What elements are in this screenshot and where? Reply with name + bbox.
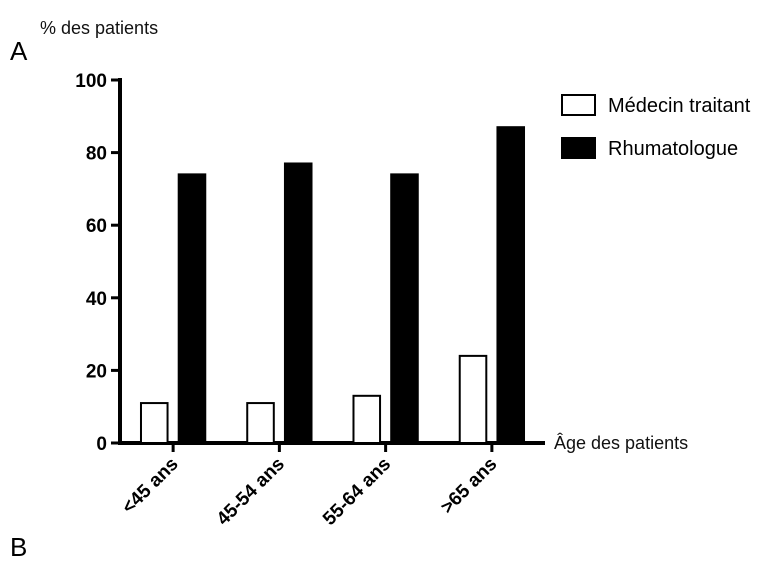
x-axis-title: Âge des patients: [554, 433, 688, 453]
x-tick-label: 55-64 ans: [319, 454, 395, 530]
bar-rhumatologue-1: [177, 173, 207, 444]
panel-letter-a: A: [10, 36, 28, 66]
y-tick-label: 60: [86, 216, 107, 237]
y-tick-label: 100: [75, 71, 107, 92]
bar-rhumatologue-2: [283, 162, 313, 445]
x-tick-label: 45-54 ans: [213, 454, 289, 530]
legend-swatch-medecin-traitant: [561, 94, 596, 116]
bars: [139, 126, 526, 445]
y-axis-ticks: 0 20 40 60 80 100: [75, 71, 120, 455]
bar-medecin-traitant-2: [246, 402, 275, 445]
legend-label-rhumatologue: Rhumatologue: [608, 138, 738, 160]
y-tick-label: 0: [96, 434, 107, 455]
x-axis-ticks: <45 ans 45-54 ans 55-64 ans >65 ans: [118, 443, 501, 530]
legend-label-medecin-traitant: Médecin traitant: [608, 95, 751, 117]
x-tick-label: <45 ans: [118, 454, 183, 519]
legend: Médecin traitant Rhumatologue: [561, 94, 751, 160]
panel-letter-b: B: [10, 532, 27, 562]
x-tick-label: >65 ans: [437, 454, 502, 519]
bar-medecin-traitant-1: [139, 402, 169, 445]
y-tick-label: 40: [86, 289, 107, 310]
y-tick-label: 80: [86, 144, 107, 165]
y-tick-label: 20: [86, 361, 107, 382]
bar-rhumatologue-4: [496, 126, 526, 444]
y-axis-title: % des patients: [40, 18, 158, 38]
bar-medecin-traitant-4: [458, 354, 488, 445]
bar-medecin-traitant-3: [352, 394, 382, 444]
bar-rhumatologue-3: [390, 173, 419, 444]
legend-swatch-rhumatologue: [561, 137, 596, 159]
